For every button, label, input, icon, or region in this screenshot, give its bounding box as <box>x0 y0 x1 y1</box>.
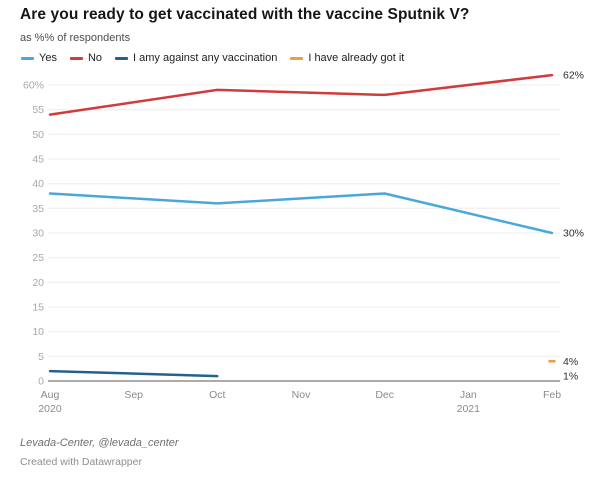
datawrapper-credit: Created with Datawrapper <box>20 456 142 468</box>
svg-text:10: 10 <box>32 326 44 338</box>
svg-text:55: 55 <box>32 104 44 116</box>
svg-text:40: 40 <box>32 178 44 190</box>
svg-text:15: 15 <box>32 302 44 314</box>
legend-item: I amy against any vaccination <box>115 52 277 64</box>
svg-text:Feb: Feb <box>543 389 561 401</box>
svg-text:0: 0 <box>38 376 44 388</box>
svg-text:Oct: Oct <box>209 389 225 401</box>
legend-item-label: Yes <box>39 52 57 64</box>
chart-subtitle: as %% of respondents <box>20 32 131 44</box>
svg-text:Aug: Aug <box>41 389 60 401</box>
chart-title: Are you ready to get vaccinated with the… <box>20 6 470 23</box>
svg-text:Nov: Nov <box>292 389 311 401</box>
svg-text:45: 45 <box>32 154 44 166</box>
legend-swatch-icon <box>21 56 34 60</box>
svg-text:1%: 1% <box>563 371 578 383</box>
svg-text:2021: 2021 <box>457 403 481 415</box>
svg-text:20: 20 <box>32 277 44 289</box>
legend-item-label: I amy against any vaccination <box>133 52 278 64</box>
svg-text:Dec: Dec <box>375 389 394 401</box>
svg-text:Jan: Jan <box>460 389 477 401</box>
legend-item-label: I have already got it <box>308 52 405 64</box>
svg-text:35: 35 <box>32 203 44 215</box>
legend-item: No <box>69 52 103 64</box>
legend-item: I have already got it <box>290 52 404 64</box>
legend-swatch-icon <box>290 56 304 60</box>
legend-item-label: No <box>87 52 103 64</box>
svg-text:60%: 60% <box>23 80 44 92</box>
svg-text:50: 50 <box>32 129 44 141</box>
legend-item: Yes <box>21 52 57 64</box>
source-attribution: Levada-Center, @levada_center <box>20 437 179 449</box>
line-chart[interactable]: 0 5 10 15 20 25 30 35 40 45 50 55 60% Aug 2020 Sep Oct No… <box>0 68 600 420</box>
svg-text:30: 30 <box>32 228 44 240</box>
legend-swatch-icon <box>115 56 129 60</box>
legend: Yes No I amy against any vaccination I have… <box>21 52 404 64</box>
svg-text:62%: 62% <box>563 70 584 82</box>
svg-text:25: 25 <box>32 252 44 264</box>
legend-swatch-icon <box>69 56 83 60</box>
svg-text:5: 5 <box>38 351 44 363</box>
svg-text:2020: 2020 <box>38 403 62 415</box>
svg-text:4%: 4% <box>563 356 578 368</box>
svg-text:Sep: Sep <box>124 389 143 401</box>
svg-text:30%: 30% <box>563 228 584 240</box>
